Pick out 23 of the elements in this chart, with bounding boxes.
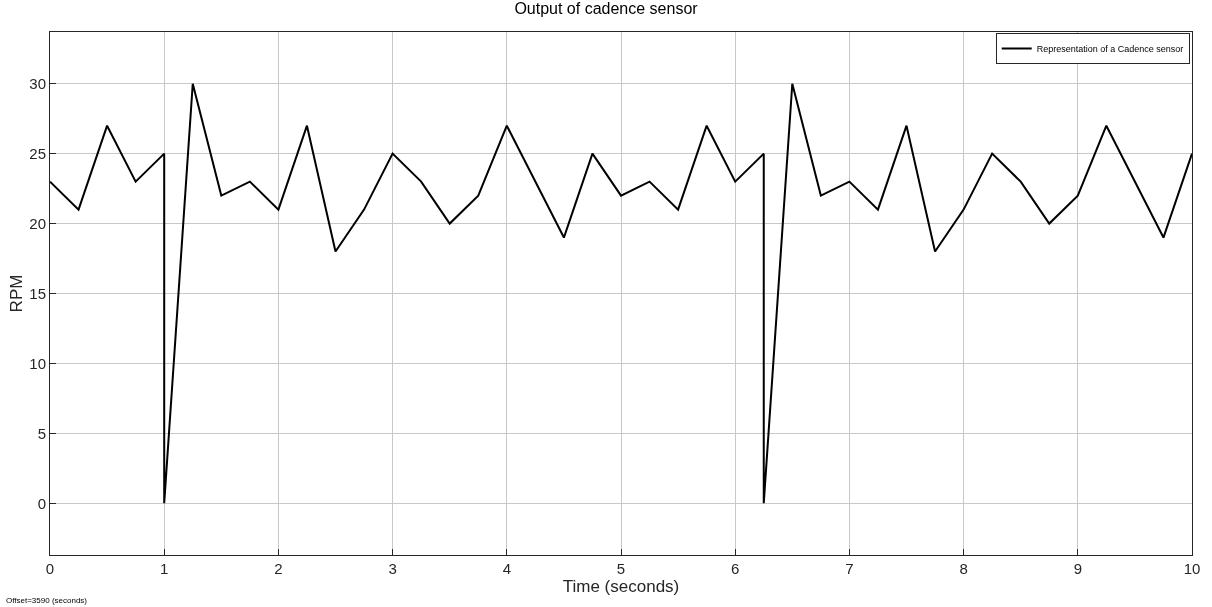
line-series	[50, 82, 1192, 505]
x-tick-label: 2	[274, 560, 283, 577]
legend-label: Representation of a Cadence sensor	[1036, 44, 1184, 55]
x-tick-label: 8	[959, 560, 968, 577]
x-tick-label: 6	[731, 560, 740, 577]
x-tick-label: 7	[845, 560, 854, 577]
y-tick-label: 0	[37, 494, 46, 512]
y-tick-label: 15	[29, 284, 46, 302]
x-tick-label: 4	[502, 560, 511, 577]
y-tick-label: 20	[29, 214, 46, 232]
x-tick-label: 10	[1183, 560, 1201, 577]
x-tick-label: 3	[388, 560, 397, 577]
y-tick-label: 25	[29, 144, 46, 162]
x-tick-label: 1	[160, 560, 169, 577]
y-tick-label: 10	[29, 354, 46, 372]
y-tick-label: 5	[37, 424, 46, 442]
text: Offset=3590 (seconds)	[6, 596, 88, 605]
x-axis-title: Time (seconds)	[562, 577, 680, 597]
x-tick-label: 9	[1073, 560, 1082, 577]
x-tick-label: 5	[616, 560, 626, 577]
chart-title: Output of cadence sensor	[514, 0, 699, 18]
y-axis-title: RPM	[6, 274, 26, 313]
y-tick-label: 30	[29, 74, 46, 92]
